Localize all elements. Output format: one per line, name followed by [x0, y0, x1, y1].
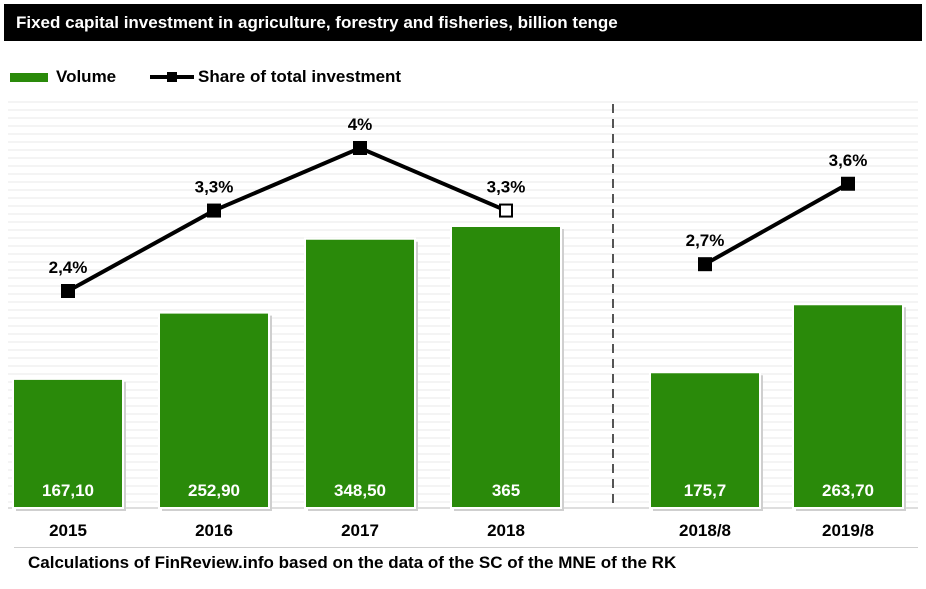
chart-plot: 167,10 2015 252,90 2016 348,50 2017 365 2018 175…	[8, 101, 918, 540]
bar-value-label: 167,10	[42, 481, 94, 500]
legend-volume-label: Volume	[56, 67, 117, 86]
bar-value-label: 263,70	[822, 481, 874, 500]
bar-2015	[12, 377, 124, 509]
share-line	[704, 182, 849, 266]
share-marker	[207, 203, 221, 218]
x-tick-label: 2018/8	[679, 521, 731, 540]
share-line	[67, 145, 507, 293]
bar-2018	[450, 225, 562, 509]
share-marker	[61, 284, 75, 298]
bar-2018/8	[649, 371, 761, 509]
x-tick-label: 2018	[487, 521, 525, 540]
share-value-label: 4%	[348, 115, 373, 134]
chart-title: Fixed capital investment in agriculture,…	[4, 4, 922, 41]
footnote: Calculations of FinReview.info based on …	[28, 553, 677, 572]
bar-2019/8	[792, 303, 904, 509]
bar-value-label: 252,90	[188, 481, 240, 500]
share-value-label: 3,6%	[829, 151, 868, 170]
share-value-label: 2,7%	[686, 231, 725, 250]
bar-value-label: 365	[492, 481, 520, 500]
x-tick-label: 2015	[49, 521, 87, 540]
share-marker	[841, 176, 855, 191]
bar-2016	[158, 311, 270, 509]
share-value-label: 2,4%	[49, 258, 88, 277]
x-tick-label: 2019/8	[822, 521, 874, 540]
legend-share-marker	[167, 72, 177, 82]
share-marker	[353, 141, 367, 155]
x-tick-label: 2016	[195, 521, 233, 540]
legend-share-label: Share of total investment	[198, 67, 402, 86]
legend-volume-swatch	[10, 73, 48, 82]
bar-value-label: 348,50	[334, 481, 386, 500]
bar-value-label: 175,7	[684, 481, 727, 500]
bar-2017	[304, 237, 416, 509]
share-marker	[698, 257, 712, 272]
share-value-label: 3,3%	[487, 178, 526, 197]
footnote-divider	[14, 547, 918, 548]
share-value-label: 3,3%	[195, 178, 234, 197]
x-tick-label: 2017	[341, 521, 379, 540]
share-marker	[499, 203, 513, 218]
